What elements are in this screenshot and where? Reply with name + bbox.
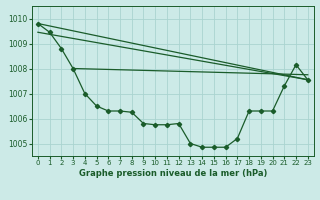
X-axis label: Graphe pression niveau de la mer (hPa): Graphe pression niveau de la mer (hPa) (79, 169, 267, 178)
